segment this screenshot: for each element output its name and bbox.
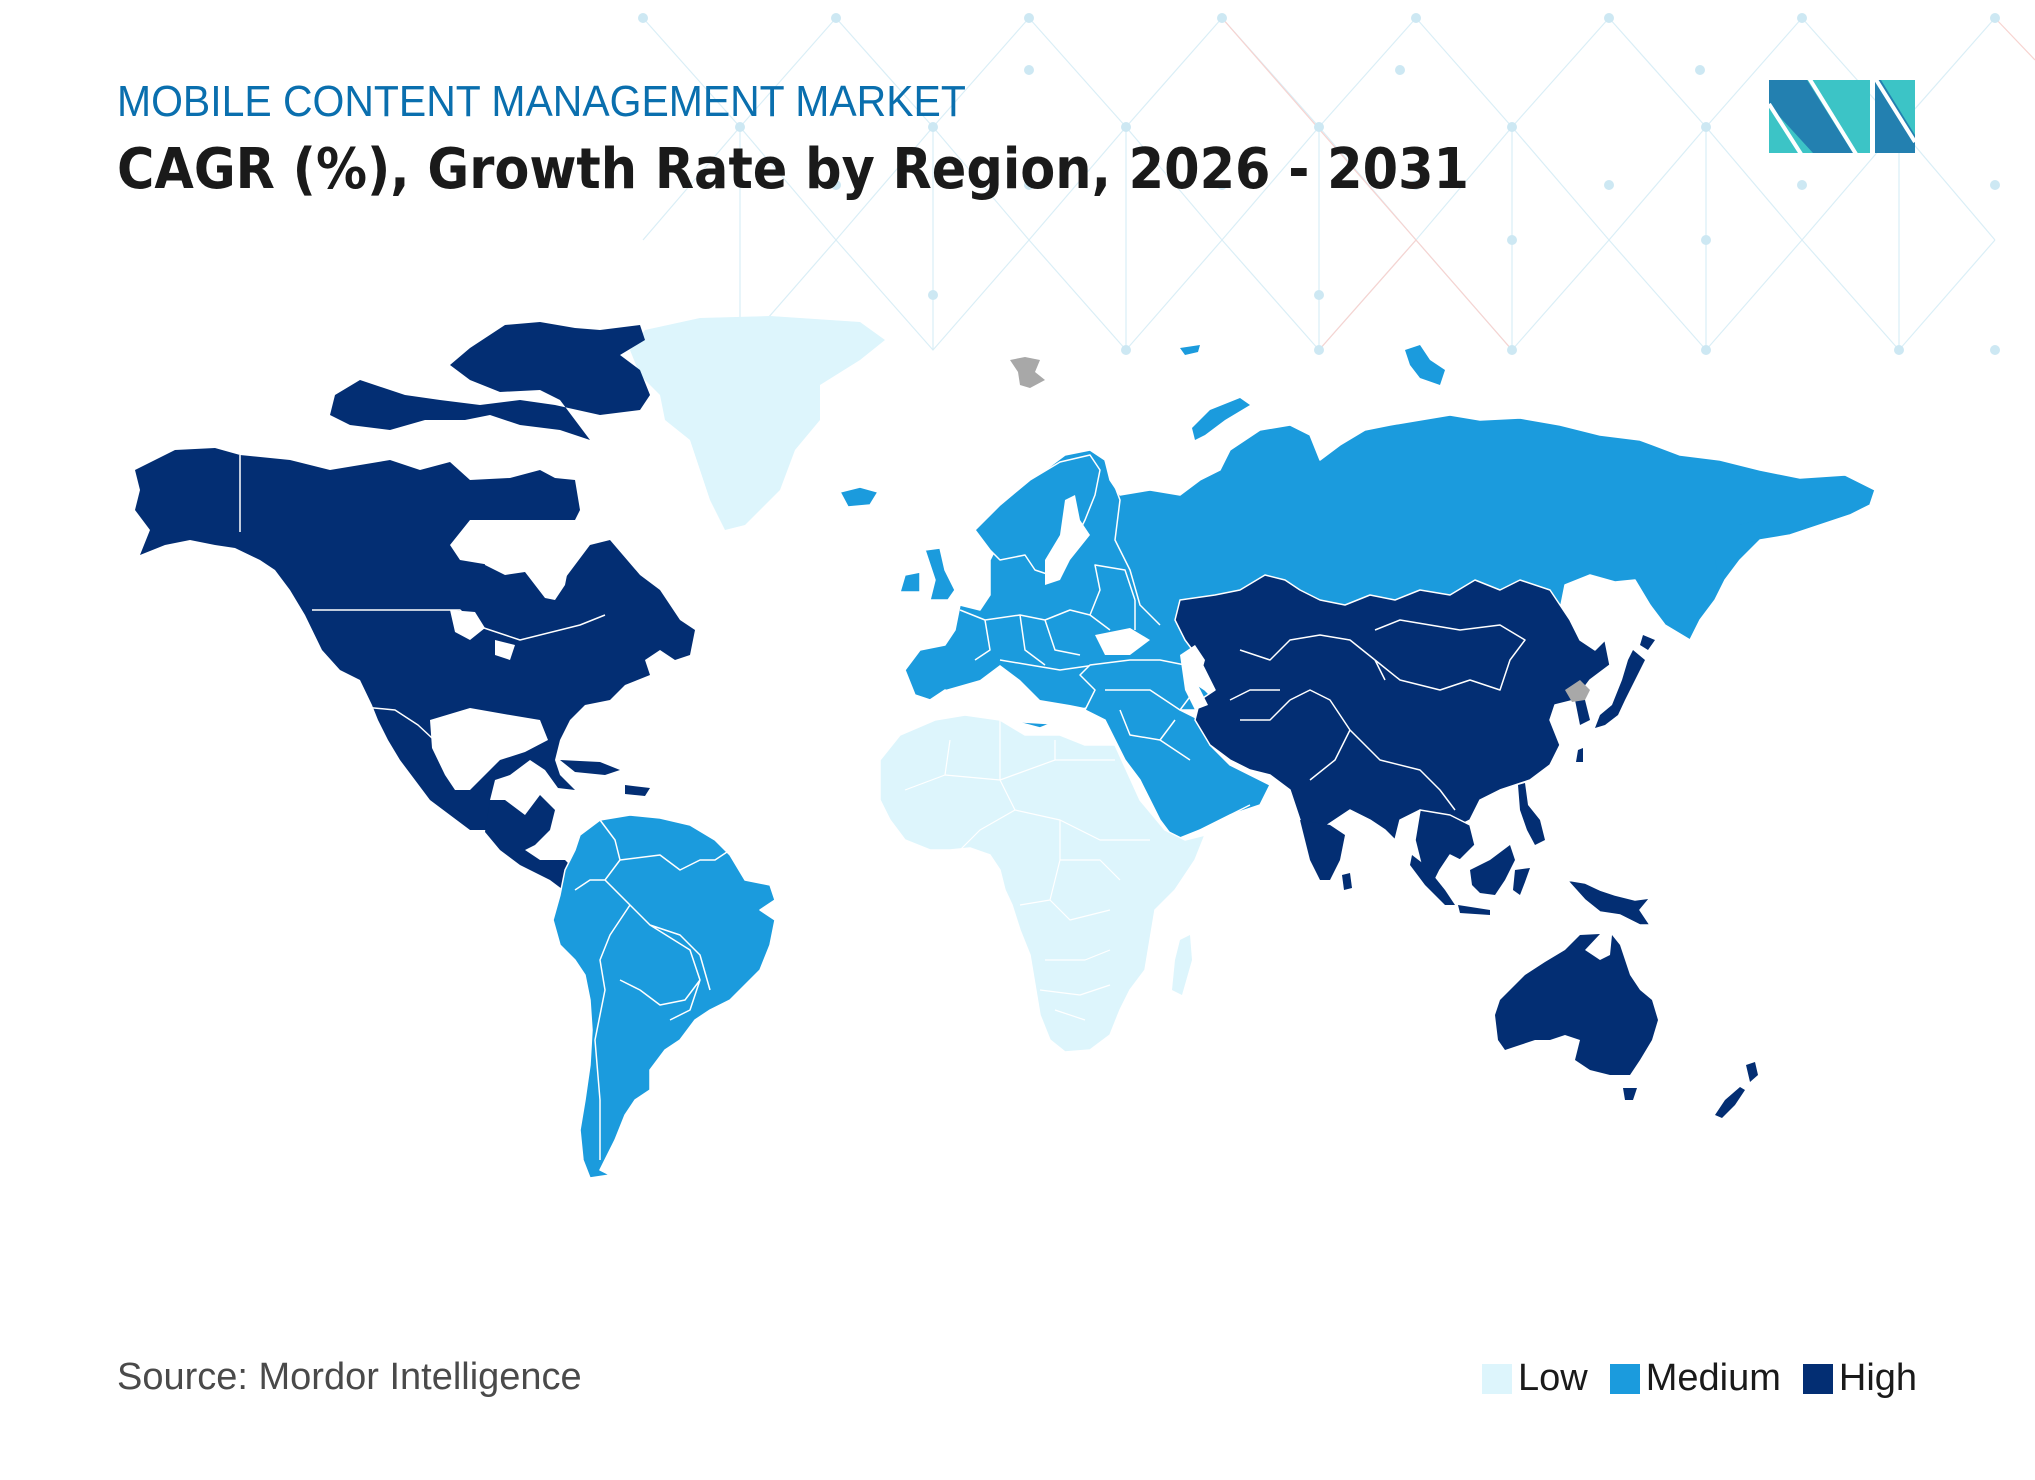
- border-europe-countries: [959, 564, 1136, 671]
- border-us-mexico: [341, 704, 433, 739]
- border-middle-east-countries: [1105, 689, 1251, 831]
- region-sri-lanka: [1342, 873, 1352, 890]
- region-java: [1458, 905, 1490, 915]
- water-gulf-of-mexico: [430, 708, 548, 790]
- region-indochina: [1414, 809, 1476, 891]
- border-asia-countries: [1229, 619, 1526, 811]
- region-north-america: [135, 448, 695, 840]
- region-asia-high: [1174, 574, 1611, 841]
- region-svalbard-nodata: [1010, 357, 1045, 388]
- legend-item-low: Low: [1482, 1357, 1588, 1400]
- border-us-canada: [312, 609, 606, 641]
- region-madagascar: [1172, 935, 1192, 995]
- region-africa: [879, 714, 1206, 1053]
- region-iceland: [839, 486, 879, 508]
- region-uk-ireland: [899, 547, 956, 601]
- legend-label-high: High: [1838, 1357, 1918, 1399]
- legend-swatch-high: [1802, 1363, 1833, 1394]
- region-philippines: [1518, 783, 1545, 845]
- water-great-lakes: [450, 610, 515, 660]
- region-south-korea: [1575, 700, 1590, 725]
- region-taiwan: [1576, 748, 1583, 762]
- region-kamchatka: [1715, 520, 1760, 575]
- header: MOBILE CONTENT MANAGEMENT MARKET CAGR (%…: [117, 76, 1603, 202]
- source-note: Source: Mordor Intelligence: [117, 1356, 582, 1398]
- legend-swatch-low: [1482, 1363, 1512, 1394]
- region-sulawesi: [1513, 868, 1530, 895]
- region-japan: [1595, 635, 1655, 728]
- water-caspian-sea: [1180, 645, 1208, 710]
- region-russia-arctic-islands: [1180, 345, 1445, 440]
- region-tasmania: [1623, 1088, 1637, 1100]
- region-caribbean: [560, 760, 650, 796]
- region-north-korea-nodata: [1565, 680, 1590, 702]
- region-australia: [1495, 934, 1658, 1075]
- mordor-intelligence-logo: [1769, 80, 1915, 153]
- border-south-america-countries: [574, 819, 731, 1160]
- region-south-america: [552, 814, 776, 1179]
- legend: Low Medium High: [1482, 1357, 1939, 1400]
- region-canada-arctic: [330, 322, 650, 440]
- chart-subtitle: MOBILE CONTENT MANAGEMENT MARKET: [117, 77, 966, 126]
- region-sumatra: [1410, 855, 1455, 905]
- region-greenland: [630, 316, 885, 530]
- legend-label-medium: Medium: [1645, 1357, 1781, 1399]
- legend-item-high: High: [1802, 1357, 1918, 1400]
- region-new-zealand: [1715, 1062, 1758, 1118]
- water-baltic-sea: [1045, 495, 1090, 585]
- region-india-south: [1300, 820, 1345, 880]
- chart-title: CAGR (%), Growth Rate by Region, 2026 - …: [117, 137, 1469, 202]
- region-borneo: [1470, 845, 1515, 895]
- region-papua: [1566, 879, 1651, 926]
- border-africa-countries: [904, 720, 1150, 1021]
- water-mediterranean: [945, 665, 1095, 725]
- legend-item-medium: Medium: [1609, 1357, 1781, 1400]
- legend-label-low: Low: [1518, 1357, 1588, 1399]
- legend-swatch-medium: [1609, 1363, 1640, 1394]
- border-russia-europe: [1104, 459, 1161, 626]
- water-hudson-bay: [480, 520, 570, 600]
- water-black-sea: [1095, 628, 1150, 655]
